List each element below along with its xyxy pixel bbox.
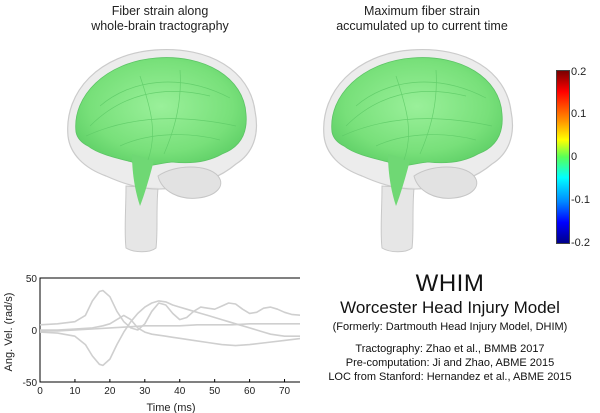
model-acronym: WHIM [415,270,485,297]
y-tick-label: 50 [26,274,38,285]
cerebellum-shell [413,166,478,199]
strain-colorbar [556,70,570,244]
x-tick-label: 20 [104,386,116,397]
series-lines [39,289,300,367]
credit-precomputation: Pre-computation: Ji and Zhao, ABME 2015 [345,357,555,369]
fiber-stem [388,154,410,206]
colorbar-tick-label: 0 [571,151,578,163]
x-axis-label: Time (ms) [146,402,195,413]
credit-loc: LOC from Stanford: Hernandez et al., ABM… [328,371,572,383]
x-tick-label: 50 [209,386,221,397]
series-line-3 [40,314,300,347]
left-title-line2: whole-brain tractography [91,19,229,33]
y-axis-label: Ang. Vel. (rad/s) [3,293,15,372]
former-name: (Formerly: Dartmouth Head Injury Model, … [332,321,568,333]
brainstem-shell [380,185,415,253]
x-tick-label: 10 [69,386,81,397]
fiber-bundle [331,57,503,167]
series-line-4 [40,323,300,332]
brainstem-shell [124,185,159,253]
angular-velocity-chart: Ang. Vel. (rad/s) 0 10 20 30 40 50 60 70500-50 … [3,274,300,413]
right-panel-title: Maximum fiber strain accumulated up to c… [302,4,542,34]
right-title-line1: Maximum fiber strain [364,4,480,18]
model-info: WHIM Worcester Head Injury Model (Former… [300,270,600,413]
brain-tractography-render [67,48,258,253]
cerebellum-shell [157,166,222,199]
x-tick-label: 0 [37,386,43,397]
colorbar-tick-label: 0.2 [571,66,587,78]
x-tick-label: 60 [244,386,256,397]
left-title-line1: Fiber strain along [111,4,209,18]
y-tick-label: -50 [23,378,38,389]
series-line-2 [39,300,300,367]
colorbar-tick-label: -0.1 [571,194,590,206]
fiber-bundle [75,57,247,167]
credit-tractography: Tractography: Zhao et al., BMMB 2017 [355,343,545,355]
colorbar-tick-label: 0.1 [571,108,587,120]
right-title-line2: accumulated up to current time [336,19,508,33]
fiber-strands [85,69,237,161]
brain-max-strain-render [323,48,514,253]
series-line-1 [39,289,300,331]
y-tick-label: 0 [31,326,37,337]
colorbar-tick-label: -0.2 [571,237,590,249]
fiber-strands [341,69,493,161]
model-full-name: Worcester Head Injury Model [340,298,560,317]
x-tick-label: 30 [139,386,151,397]
x-tick-label: 40 [174,386,186,397]
x-tick-label: 70 [279,386,291,397]
fiber-stem [132,154,154,206]
left-panel-title: Fiber strain along whole-brain tractogra… [40,4,280,34]
